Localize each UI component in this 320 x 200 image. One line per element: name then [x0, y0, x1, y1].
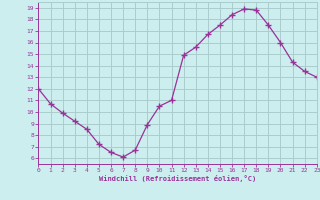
X-axis label: Windchill (Refroidissement éolien,°C): Windchill (Refroidissement éolien,°C)	[99, 175, 256, 182]
